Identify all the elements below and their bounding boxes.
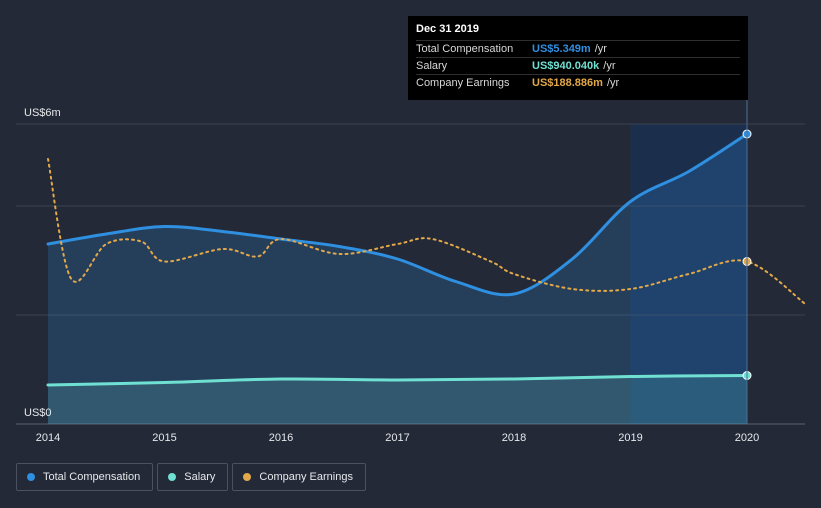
- grid-layer: [16, 123, 805, 425]
- x-tick-label: 2016: [269, 432, 293, 444]
- x-tick-label: 2019: [618, 432, 642, 444]
- legend-dot-icon: [27, 473, 35, 481]
- series-line: [46, 374, 749, 387]
- tooltip-row-company-earnings: Company Earnings US$188.886m /yr: [416, 74, 740, 91]
- tooltip-value: US$940.040k: [532, 60, 600, 72]
- chart-legend: Total Compensation Salary Company Earnin…: [16, 463, 370, 491]
- area-layer: [48, 134, 747, 424]
- tooltip-value: US$188.886m: [532, 77, 603, 89]
- tooltip-label: Company Earnings: [416, 77, 510, 89]
- tooltip-unit: /yr: [603, 60, 616, 72]
- legend-label: Company Earnings: [259, 471, 353, 483]
- legend-item-total-compensation[interactable]: Total Compensation: [16, 463, 154, 491]
- y-tick-label: US$6m: [24, 107, 61, 119]
- legend-item-salary[interactable]: Salary: [157, 463, 229, 491]
- line-layer: [46, 100, 807, 424]
- legend-dot-icon: [168, 473, 177, 481]
- chart-tooltip: Dec 31 2019 Total Compensation US$5.349m…: [408, 16, 748, 100]
- tooltip-date: Dec 31 2019: [416, 23, 479, 35]
- tooltip-label: Total Compensation: [416, 43, 514, 55]
- legend-label: Salary: [184, 471, 216, 483]
- tooltip-unit: /yr: [606, 77, 620, 89]
- x-tick-label: 2015: [152, 432, 176, 444]
- y-tick-label: US$0: [24, 407, 52, 419]
- tooltip-row-total-compensation: Total Compensation US$5.349m /yr: [416, 40, 740, 57]
- series-area: [48, 134, 747, 424]
- series-line: [47, 158, 807, 305]
- x-tick-label: 2020: [735, 432, 759, 444]
- tooltip-row-salary: Salary US$940.040k /yr: [416, 57, 740, 74]
- x-tick-label: 2018: [502, 432, 526, 444]
- x-tick-label: 2014: [36, 432, 60, 444]
- x-tick-label: 2017: [385, 432, 409, 444]
- tooltip-value: US$5.349m: [532, 43, 591, 55]
- legend-dot-icon: [243, 473, 252, 481]
- series-line: [46, 132, 749, 297]
- tooltip-label: Salary: [416, 60, 448, 72]
- tooltip-unit: /yr: [594, 43, 607, 55]
- label-layer: US$0 US$6m 2014 2015 2016 2017 2018 2019 2020: [24, 107, 759, 444]
- legend-item-company-earnings[interactable]: Company Earnings: [232, 463, 366, 491]
- legend-label: Total Compensation: [43, 471, 141, 483]
- series-area: [48, 375, 747, 424]
